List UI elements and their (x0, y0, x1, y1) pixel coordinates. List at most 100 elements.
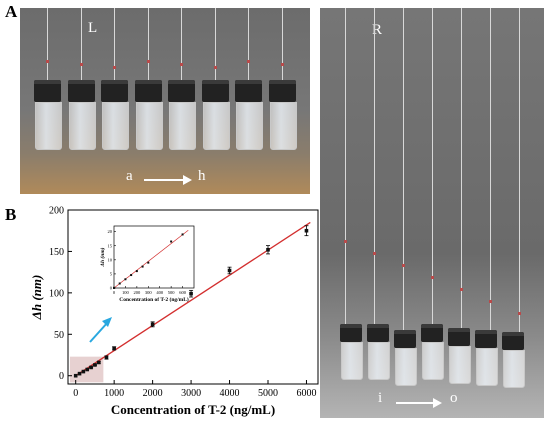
vial-wire (403, 8, 404, 330)
vial-cap (34, 80, 61, 102)
wire-mark (373, 252, 376, 255)
left-range-end-label: h (198, 168, 206, 184)
vial-cap (67, 80, 95, 102)
inset-data-point (135, 270, 138, 273)
calibration-chart: 0 1000 2000 3000 4000 5000 6000050100150200Con… (29, 206, 319, 417)
inset-y-tick-label: 0 (110, 286, 113, 291)
inset-data-point (141, 265, 144, 268)
right-range-start-label: i (378, 390, 383, 406)
vial-wire (374, 8, 375, 324)
data-point (112, 346, 116, 351)
data-point (93, 363, 97, 367)
vial-wire (47, 8, 48, 80)
y-tick-label: 50 (54, 330, 64, 341)
vial-wire (519, 8, 520, 332)
inset-x-tick-label: 100 (122, 290, 130, 295)
wire-mark (46, 60, 49, 63)
vial (368, 342, 390, 380)
data-point (73, 373, 78, 378)
wire-mark (460, 288, 463, 291)
data-point (104, 355, 109, 360)
y-tick-label: 150 (49, 247, 64, 258)
vial-cap (101, 80, 128, 102)
vial-cap (448, 328, 470, 346)
data-point (189, 291, 193, 296)
vial-wire (80, 8, 82, 80)
x-tick-label: 4000 (220, 388, 240, 399)
vial-cap (394, 330, 416, 348)
inset-x-tick-label: 500 (168, 290, 176, 295)
main-plot: 0 1000 2000 3000 4000 5000 6000050100150200Con… (29, 206, 319, 417)
left-range-arrow-line (144, 179, 184, 181)
vial-wire (345, 8, 346, 324)
inset-y-tick-label: 20 (108, 229, 113, 234)
vial (503, 350, 525, 388)
inset-y-axis-label: Δh (nm) (99, 247, 106, 267)
inset-x-axis-label: Concentration of T-2 (ng/mL) (119, 296, 189, 303)
vial (236, 102, 263, 150)
vial (269, 102, 297, 150)
inset-data-point (170, 240, 173, 243)
wire-mark (280, 63, 284, 66)
x-tick-label: 1000 (104, 388, 124, 399)
vial-wire (181, 8, 182, 80)
right-photo: R i o (320, 8, 544, 418)
vial-cap (421, 324, 443, 342)
data-point (150, 322, 155, 327)
vial-wire (490, 8, 491, 330)
vial-wire (432, 8, 433, 324)
x-tick-label: 3000 (181, 388, 201, 399)
vial (449, 346, 471, 384)
vial (68, 102, 96, 150)
vial-cap (340, 324, 362, 342)
left-range-arrowhead (183, 175, 192, 185)
inset-x-tick-label: 300 (145, 290, 153, 295)
vial (341, 342, 363, 380)
x-tick-label: 0 (73, 388, 78, 399)
right-photo-label: R (372, 22, 383, 38)
inset-data-point (181, 233, 184, 236)
y-tick-label: 0 (59, 371, 64, 382)
vial (395, 348, 417, 386)
plot-frame (67, 209, 319, 385)
data-point (89, 365, 93, 370)
vial (169, 102, 196, 150)
data-point (304, 228, 309, 233)
inset-data-point (147, 261, 150, 264)
inset-y-tick-label: 10 (108, 257, 113, 262)
panel-b-letter: B (5, 205, 17, 224)
vial-wire (248, 8, 249, 80)
vial-cap (168, 80, 195, 102)
right-range-arrowhead (433, 398, 442, 408)
vial (135, 102, 163, 150)
vial (202, 102, 230, 150)
wire-mark (344, 240, 347, 243)
wire-mark (180, 63, 183, 66)
pointer-arrowhead (102, 317, 112, 327)
inset-x-tick-label: 0 (113, 290, 116, 295)
wire-mark (402, 264, 405, 267)
x-axis-label: Concentration of T-2 (ng/mL) (111, 402, 275, 417)
inset-plot: 0 100 200 300 400 500 600 0 5 10 15 20 Concentration… (99, 225, 195, 303)
data-point (77, 371, 82, 376)
wire-mark (431, 276, 434, 279)
wire-mark (213, 66, 217, 69)
right-range-arrow-line (396, 402, 434, 404)
vial (422, 342, 444, 380)
wire-mark (247, 60, 250, 63)
vial-cap (475, 330, 497, 348)
inset-x-tick-label: 600 (179, 290, 187, 295)
y-tick-label: 100 (49, 288, 64, 299)
vial (102, 102, 129, 150)
vial-cap (235, 80, 262, 102)
data-point (85, 367, 90, 372)
left-range-start-label: a (126, 168, 133, 184)
wire-mark (113, 66, 116, 69)
vial-wire (214, 8, 216, 80)
vial-cap (268, 80, 296, 102)
vial (35, 102, 62, 150)
data-point (266, 247, 270, 252)
inset-x-tick-label: 200 (133, 290, 141, 295)
vial-wire (147, 8, 149, 80)
y-axis-label: Δh (nm) (29, 275, 44, 321)
